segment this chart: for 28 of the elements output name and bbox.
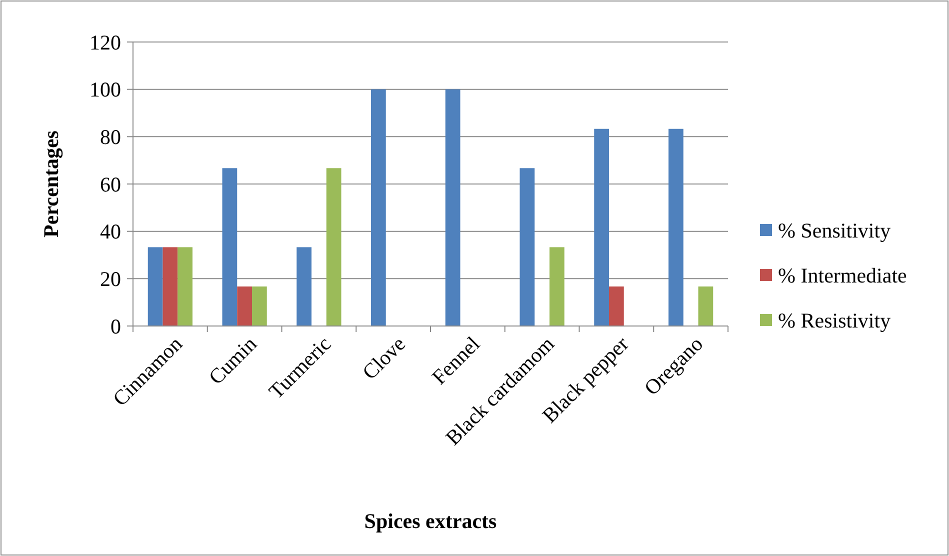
legend-label: % Intermediate — [778, 263, 907, 288]
bar — [178, 247, 192, 326]
y-tick-label: 80 — [100, 125, 121, 150]
legend-label: % Resistivity — [778, 308, 892, 332]
bar — [668, 128, 684, 326]
bar — [252, 286, 267, 326]
y-tick-label: 120 — [90, 30, 121, 54]
y-tick-label: 40 — [100, 220, 121, 244]
bar — [698, 286, 714, 326]
bar — [162, 247, 178, 326]
bar — [148, 247, 163, 326]
x-axis-title: Spices extracts — [364, 509, 497, 533]
legend-label: % Sensitivity — [778, 218, 892, 242]
bar — [609, 286, 624, 326]
y-tick-label: 100 — [90, 78, 121, 102]
bar — [237, 286, 252, 326]
bar — [520, 168, 535, 326]
bar — [550, 247, 564, 326]
bar — [326, 168, 342, 326]
bar — [594, 128, 609, 326]
y-tick-label: 0 — [110, 314, 121, 338]
bar — [296, 247, 312, 326]
y-tick-label: 20 — [100, 267, 121, 292]
y-axis-title: Percentages — [39, 130, 63, 238]
bar — [371, 89, 386, 326]
bar — [222, 168, 238, 326]
y-tick-label: 60 — [100, 172, 121, 196]
bar — [445, 89, 460, 326]
